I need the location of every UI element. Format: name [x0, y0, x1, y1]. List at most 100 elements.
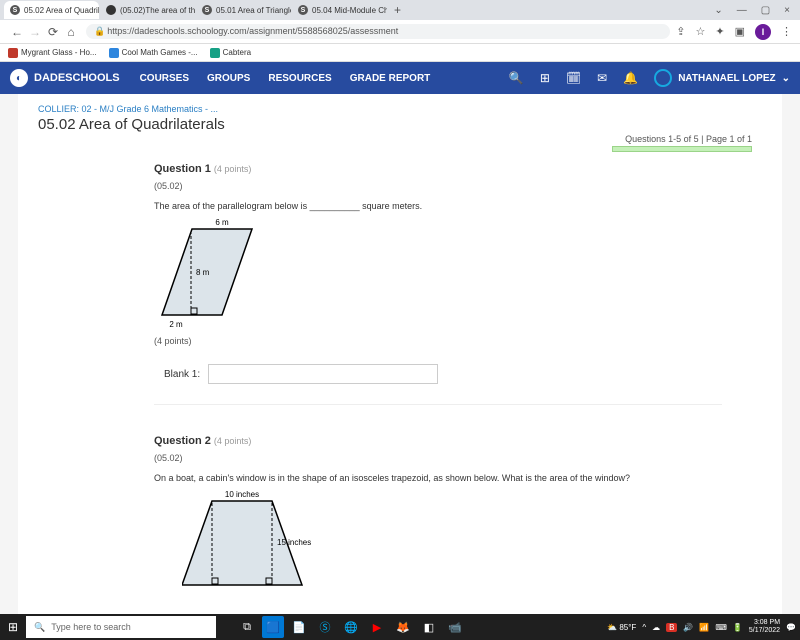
weather-widget[interactable]: ⛅ 85°F [607, 623, 636, 632]
star-icon[interactable]: ☆ [696, 25, 706, 38]
svg-text:15 inches: 15 inches [277, 538, 311, 547]
url-bar: ← → ⟳ ⌂ 🔒https://dadeschools.schoology.c… [0, 20, 800, 44]
battery-icon[interactable]: 🔋 [733, 623, 743, 632]
calendar-icon[interactable]: 🗓 [566, 71, 581, 85]
tray-app-icon[interactable]: B [666, 623, 677, 632]
windows-taskbar: ⊞ 🔍Type here to search ⧉ 🟦 📄 Ⓢ 🌐 ▶ 🦊 ◧ 📹… [0, 614, 800, 640]
wifi-icon[interactable]: 📶 [699, 623, 709, 632]
assessment-card: COLLIER: 02 - M/J Grade 6 Mathematics - … [18, 94, 782, 640]
menu-icon[interactable]: ⋮ [781, 25, 792, 38]
browser-tab[interactable]: S05.01 Area of Triangles | School× [196, 1, 291, 19]
question-standard: (05.02) [154, 453, 722, 463]
progress-bar [612, 146, 752, 152]
browser-tab[interactable]: S05.04 Mid-Module Check | Scho× [292, 1, 387, 19]
pager: Questions 1-5 of 5 | Page 1 of 1 [612, 134, 752, 152]
url-text: https://dadeschools.schoology.com/assign… [107, 26, 398, 36]
firefox-icon[interactable]: 🦊 [392, 616, 414, 638]
bookmark-item[interactable]: Cabtera [210, 48, 251, 58]
points-note: (4 points) [154, 336, 722, 346]
breadcrumb[interactable]: COLLIER: 02 - M/J Grade 6 Mathematics - … [38, 104, 762, 114]
question-heading: Question 1 (4 points) [154, 163, 722, 175]
bookmark-icon [8, 48, 18, 58]
address-input[interactable]: 🔒https://dadeschools.schoology.com/assig… [86, 24, 670, 39]
keyboard-icon[interactable]: ⌨ [715, 623, 727, 632]
task-view-icon[interactable]: ⧉ [236, 616, 258, 638]
notifications-icon[interactable]: 💬 [786, 623, 796, 632]
reload-button[interactable]: ⟳ [44, 25, 62, 39]
chrome-icon[interactable]: 🌐 [340, 616, 362, 638]
tray-chevron-icon[interactable]: ^ [642, 623, 646, 632]
question-text: The area of the parallelogram below is _… [154, 201, 722, 211]
home-button[interactable]: ⌂ [62, 25, 80, 39]
pager-text: Questions 1-5 of 5 | Page 1 of 1 [612, 134, 752, 144]
app-icon[interactable]: ◧ [418, 616, 440, 638]
chevron-down-icon[interactable]: ⌄ [714, 5, 722, 16]
bookmark-item[interactable]: Cool Math Games -... [109, 48, 198, 58]
answer-input[interactable] [208, 364, 438, 384]
share-icon[interactable]: ⇪ [676, 25, 685, 38]
main-nav: COURSES GROUPS RESOURCES GRADE REPORT [140, 73, 431, 84]
question-2: Question 2 (4 points) (05.02) On a boat,… [154, 435, 722, 607]
profile-avatar[interactable]: I [755, 24, 771, 40]
browser-tab-strip: S 05.02 Area of Quadrilaterals | Sch × (05… [0, 0, 800, 20]
user-name: NATHANAEL LOPEZ [678, 73, 775, 84]
tab-title: 05.02 Area of Quadrilaterals | Sch [24, 6, 99, 15]
chevron-down-icon: ⌄ [782, 73, 790, 84]
window-icon[interactable]: ▣ [735, 25, 745, 38]
svg-text:6 m: 6 m [215, 218, 229, 227]
nav-courses[interactable]: COURSES [140, 73, 189, 84]
search-icon: 🔍 [34, 622, 45, 633]
lock-icon: 🔒 [94, 26, 105, 36]
answer-row: Blank 1: [164, 364, 722, 384]
question-text: On a boat, a cabin's window is in the sh… [154, 473, 722, 483]
parallelogram-figure: 6 m 8 m 2 m [154, 215, 274, 330]
extensions-icon[interactable]: ✦ [715, 25, 724, 38]
clock[interactable]: 3:08 PM 5/17/2022 [749, 619, 780, 634]
window-controls: ⌄ — ▢ × [714, 5, 796, 16]
question-heading: Question 2 (4 points) [154, 435, 722, 447]
nav-grade-report[interactable]: GRADE REPORT [350, 73, 431, 84]
onedrive-icon[interactable]: ☁ [652, 623, 660, 632]
app-icon[interactable]: 🟦 [262, 616, 284, 638]
skype-icon[interactable]: Ⓢ [314, 616, 336, 638]
system-tray: ⛅ 85°F ^ ☁ B 🔊 📶 ⌨ 🔋 3:08 PM 5/17/2022 💬 [607, 619, 800, 634]
nav-resources[interactable]: RESOURCES [268, 73, 331, 84]
bookmark-item[interactable]: Mygrant Glass - Ho... [8, 48, 97, 58]
back-button[interactable]: ← [8, 25, 26, 39]
minimize-icon[interactable]: — [737, 5, 747, 16]
tab-title: 05.04 Mid-Module Check | Scho [312, 6, 387, 15]
apps-icon[interactable]: ⊞ [540, 71, 550, 85]
taskbar-search[interactable]: 🔍Type here to search [26, 616, 216, 638]
blank-label: Blank 1: [164, 369, 200, 380]
nav-groups[interactable]: GROUPS [207, 73, 250, 84]
favicon-icon: S [202, 5, 212, 15]
bell-icon[interactable]: 🔔 [623, 71, 638, 85]
maximize-icon[interactable]: ▢ [761, 5, 770, 16]
user-menu[interactable]: NATHANAEL LOPEZ ⌄ [654, 69, 790, 87]
question-standard: (05.02) [154, 181, 722, 191]
favicon-icon [106, 5, 116, 15]
mail-icon[interactable]: ✉ [597, 71, 607, 85]
svg-text:2 m: 2 m [169, 320, 183, 329]
new-tab-button[interactable]: + [394, 3, 401, 17]
tab-title: (05.02)The area of the parallelog [120, 6, 195, 15]
bookmark-icon [210, 48, 220, 58]
search-icon[interactable]: 🔍 [509, 71, 524, 85]
page-body: COLLIER: 02 - M/J Grade 6 Mathematics - … [0, 94, 800, 640]
browser-tab[interactable]: (05.02)The area of the parallelog× [100, 1, 195, 19]
svg-text:10 inches: 10 inches [225, 490, 259, 499]
youtube-icon[interactable]: ▶ [366, 616, 388, 638]
app-icon[interactable]: 📄 [288, 616, 310, 638]
question-1: Question 1 (4 points) (05.02) The area o… [154, 163, 722, 405]
volume-icon[interactable]: 🔊 [683, 623, 693, 632]
taskbar-apps: ⧉ 🟦 📄 Ⓢ 🌐 ▶ 🦊 ◧ 📹 [236, 616, 466, 638]
favicon-icon: S [10, 5, 20, 15]
app-header: ◐ DADESCHOOLS COURSES GROUPS RESOURCES G… [0, 62, 800, 94]
browser-tab[interactable]: S05.02 Area of Quadrilaterals | Sch× [4, 1, 99, 19]
start-button[interactable]: ⊞ [0, 620, 26, 634]
brand-logo[interactable]: ◐ DADESCHOOLS [10, 69, 120, 87]
zoom-icon[interactable]: 📹 [444, 616, 466, 638]
bookmarks-bar: Mygrant Glass - Ho... Cool Math Games -.… [0, 44, 800, 62]
close-window-icon[interactable]: × [784, 5, 790, 16]
forward-button[interactable]: → [26, 25, 44, 39]
